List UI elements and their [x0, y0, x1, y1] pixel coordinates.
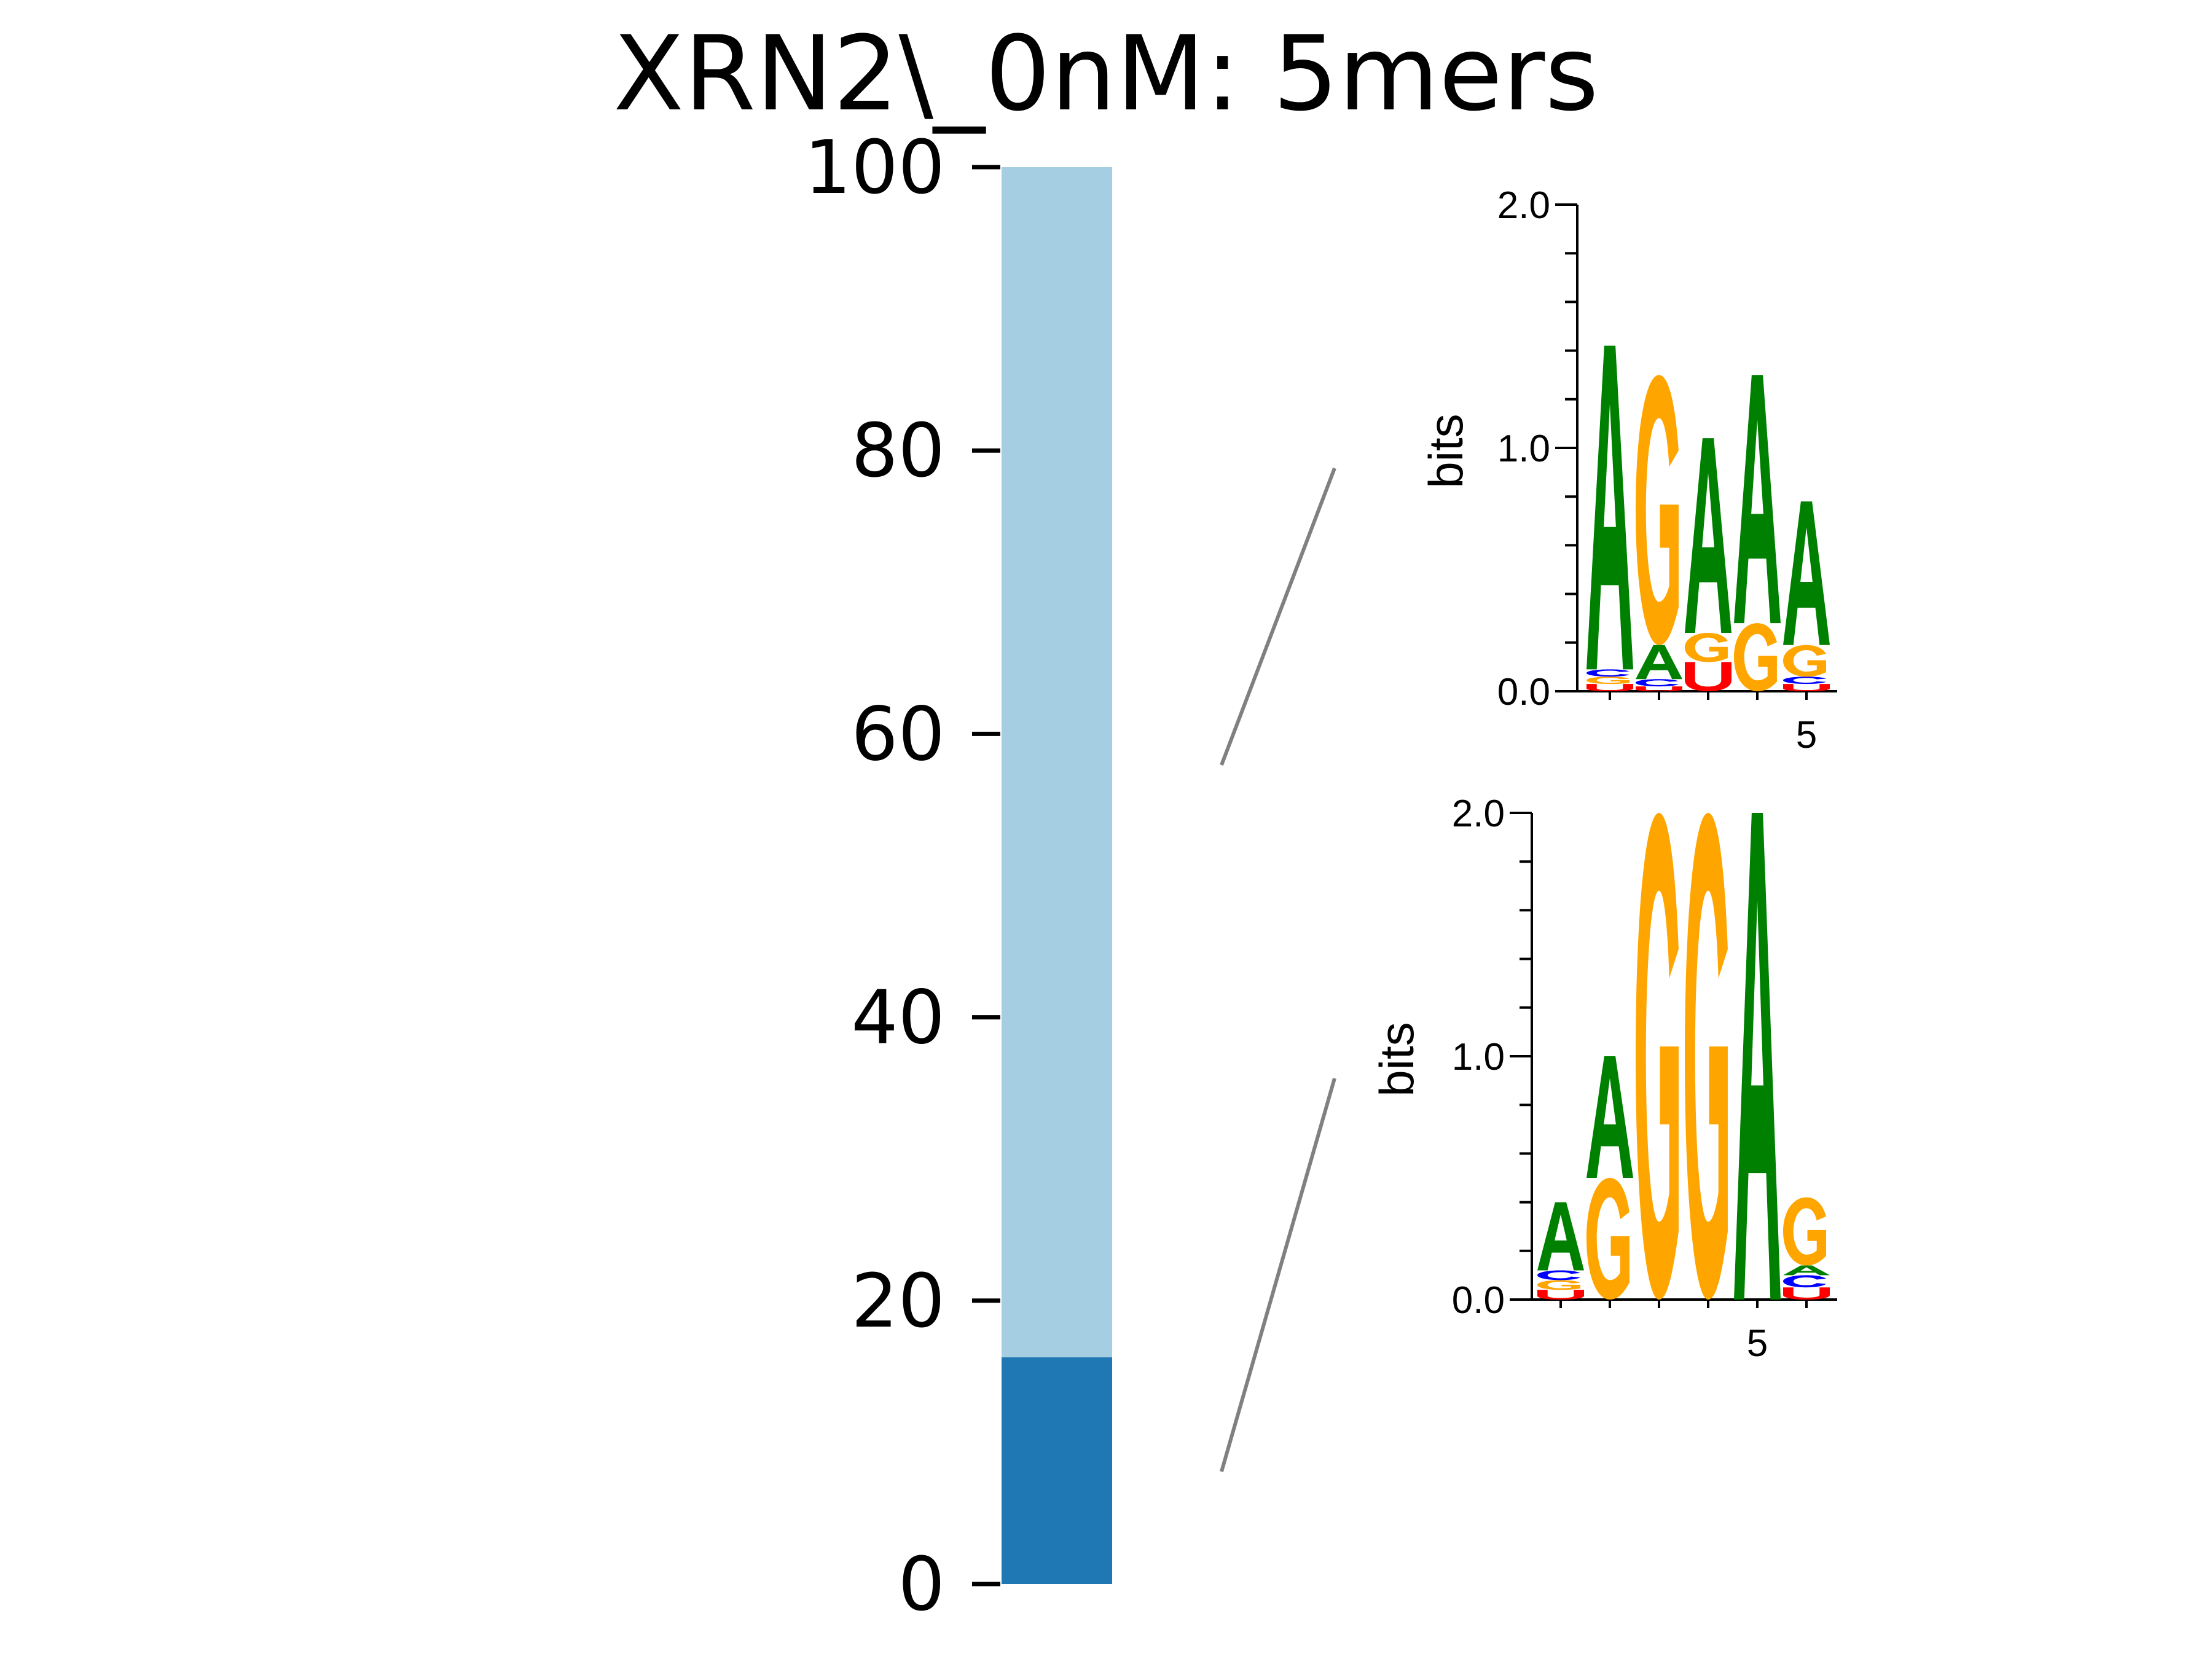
logo-letter-G — [1685, 813, 1728, 1300]
logo-letter-G — [1586, 1178, 1630, 1300]
connector-lines — [1220, 467, 1336, 1472]
logo-ytick-label-0: 0.0 — [1452, 1279, 1505, 1322]
bar-segment-0 — [1002, 1357, 1112, 1584]
logo-letter-G — [1734, 623, 1777, 691]
chart-title: XRN2\_0nM: 5mers — [613, 14, 1599, 134]
logo-letter-A — [1586, 345, 1633, 670]
bar-ytick-label-4: 80 — [851, 409, 945, 494]
connector-line-1 — [1220, 1078, 1336, 1472]
logo-xtick-label: 5 — [1747, 1322, 1768, 1365]
logo-letter-A — [1734, 813, 1781, 1300]
logo-letter-U — [1685, 662, 1732, 691]
sequence-logo-bottom: 0.0 1.0 2.0 bits 5 — [1370, 793, 1837, 1365]
bar-segment-1 — [1002, 167, 1112, 1358]
logo-letter-G — [1685, 632, 1728, 662]
logo-ytick-label-1: 1.0 — [1497, 428, 1550, 470]
logo-letter-G — [1636, 813, 1679, 1300]
bar-ytick-label-1: 20 — [851, 1259, 945, 1344]
logo-letter-C — [1537, 1270, 1580, 1281]
bar-ytick-label-3: 60 — [851, 692, 945, 777]
logo-letter-U — [1783, 1287, 1830, 1300]
logo-letter-C — [1586, 669, 1630, 677]
logo-letter-A — [1734, 375, 1781, 624]
logo-letter-G — [1537, 1280, 1580, 1290]
logo-letter-G — [1636, 375, 1679, 645]
logo-xtick-label: 5 — [1796, 714, 1817, 756]
logo-ylabel: bits — [1370, 1022, 1424, 1096]
connector-line-0 — [1220, 467, 1336, 766]
logo-letter-G — [1586, 677, 1630, 684]
logo-letter-A — [1586, 1056, 1633, 1178]
logo-letter-C — [1783, 1275, 1826, 1288]
logo-ytick-label-0: 0.0 — [1497, 671, 1550, 713]
sequence-logo-top: 0.0 1.0 2.0 bits 5 — [1419, 184, 1837, 756]
logo-letter-G — [1783, 645, 1826, 677]
logo-letter-A — [1537, 1202, 1584, 1271]
logo-letter-U — [1636, 686, 1682, 691]
logo-ytick-label-2: 2.0 — [1497, 184, 1550, 227]
logo-letter-A — [1783, 501, 1830, 645]
logo-letter-C — [1636, 679, 1679, 687]
logo-ytick-label-2: 2.0 — [1452, 793, 1505, 835]
logo-letter-U — [1586, 684, 1633, 691]
logo-ytick-label-1: 1.0 — [1452, 1036, 1505, 1078]
logo-ylabel: bits — [1419, 414, 1473, 488]
bar-ytick-label-2: 40 — [851, 976, 945, 1061]
logo-letter-A — [1685, 438, 1732, 633]
logo-letter-U — [1783, 684, 1830, 691]
stacked-bar-chart: 0 20 40 60 80 100 — [804, 125, 1112, 1628]
logo-letter-A — [1783, 1265, 1830, 1276]
logo-letter-A — [1636, 645, 1682, 680]
bar-ytick-label-0: 0 — [898, 1542, 945, 1628]
bar-ytick-label-5: 100 — [804, 125, 945, 211]
logo-letter-C — [1783, 677, 1826, 684]
logo-letter-U — [1537, 1290, 1584, 1300]
logo-letter-G — [1783, 1197, 1826, 1266]
